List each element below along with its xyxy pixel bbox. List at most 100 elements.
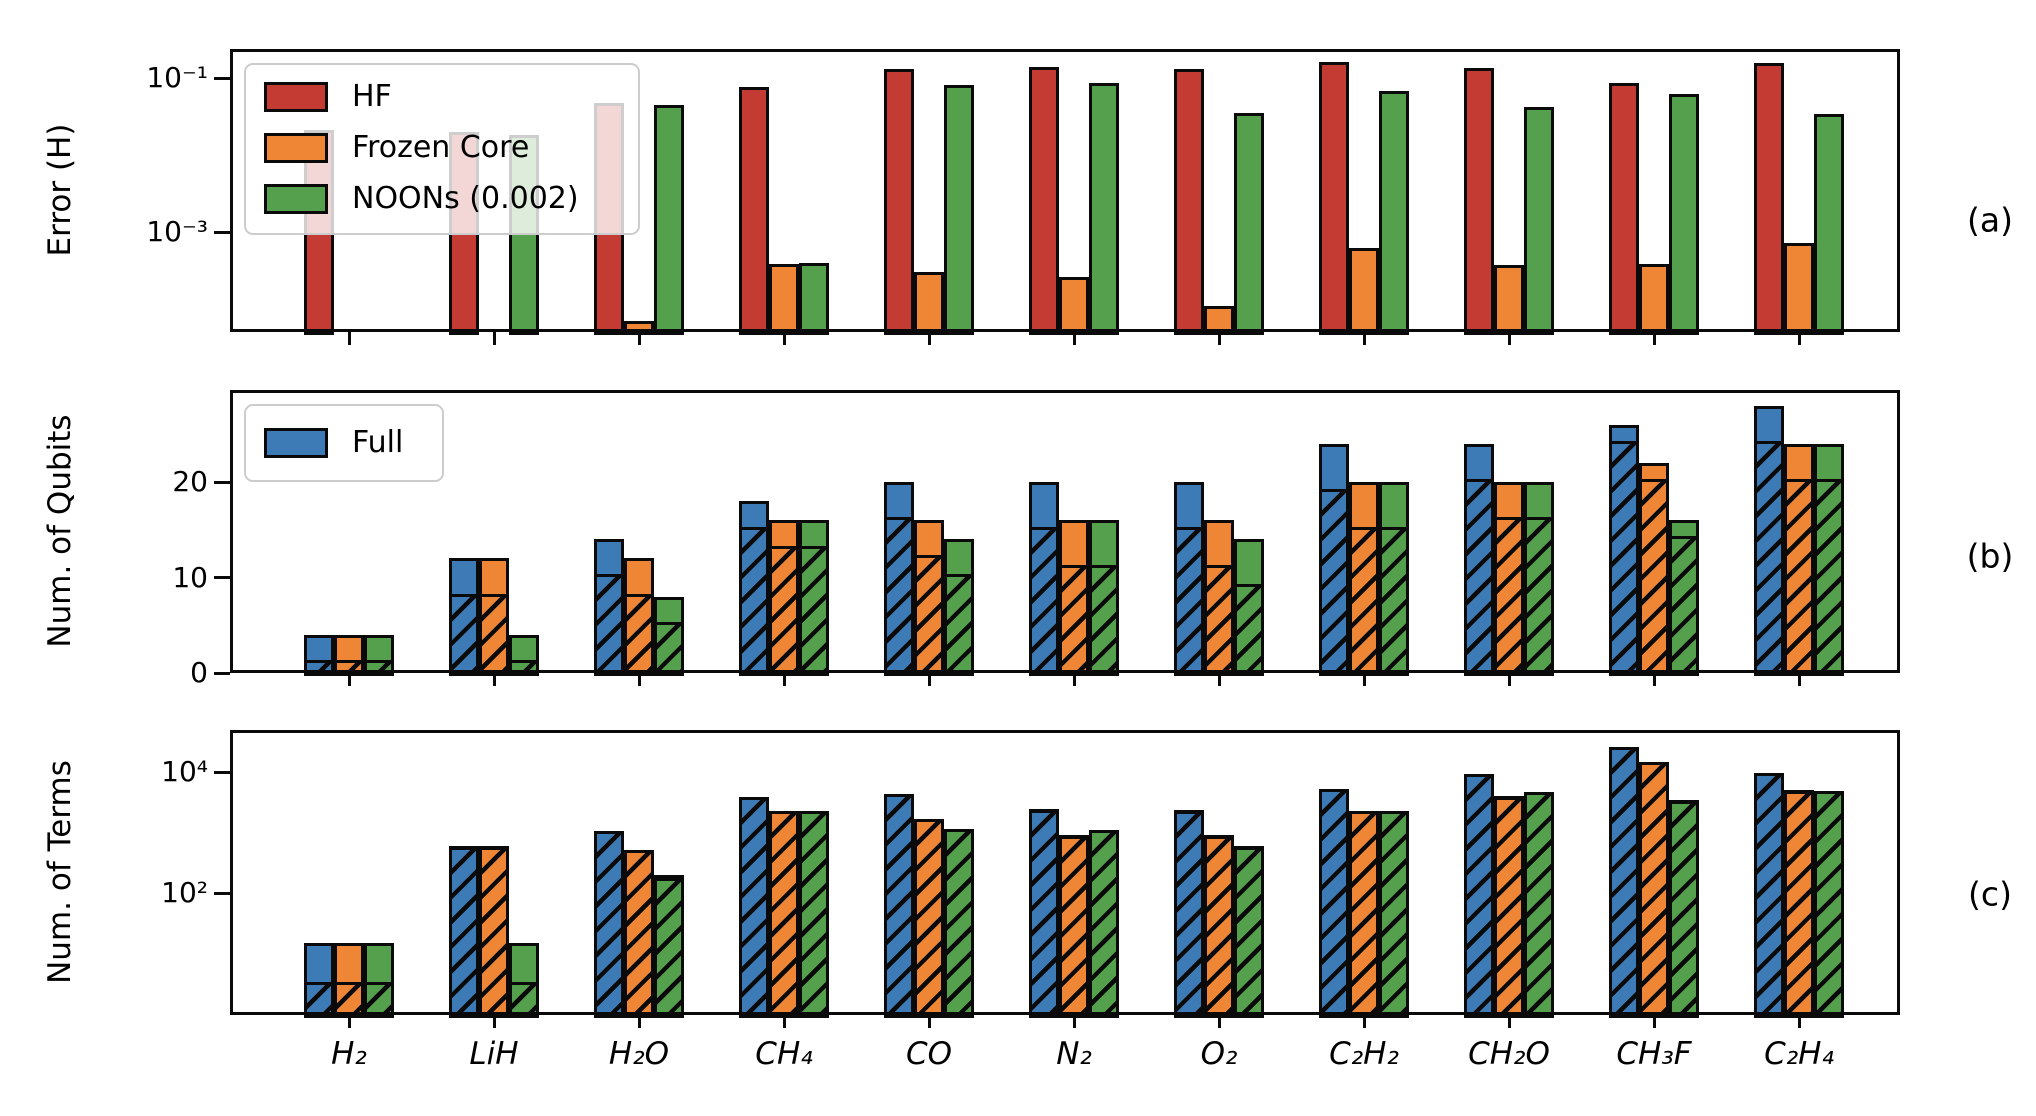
bar-c-full-0 <box>304 942 334 1018</box>
x-tick-c-6 <box>1217 1015 1221 1028</box>
bar-b-full-10 <box>1754 405 1784 676</box>
bar-hatched-segment <box>654 622 684 673</box>
bar-b-frozen-core-0 <box>334 634 364 676</box>
bar-c-frozen-core-6 <box>1204 835 1234 1018</box>
bar-b-noons-0-002--6 <box>1234 539 1264 676</box>
bar-a-hf-5 <box>1029 66 1059 335</box>
axis-label-error: Error (H) <box>42 123 78 257</box>
bar-hatched-segment <box>799 545 829 673</box>
bar-b-full-0 <box>304 634 334 676</box>
bar-hatched-segment <box>479 846 509 1015</box>
bar-hatched-segment <box>1754 440 1784 673</box>
bar-hatched-segment <box>739 796 769 1015</box>
bar-c-noons-0-002--7 <box>1379 810 1409 1018</box>
x-tick-b-7 <box>1362 673 1366 686</box>
bar-hatched-segment <box>334 660 364 673</box>
x-tick-b-1 <box>492 673 496 686</box>
bar-a-frozen-core-5 <box>1059 277 1089 335</box>
y-tick-b-0 <box>214 671 230 675</box>
x-tick-c-1 <box>492 1015 496 1028</box>
bar-a-frozen-core-4 <box>914 272 944 335</box>
bar-c-full-4 <box>884 793 914 1018</box>
bar-hatched-segment <box>1524 792 1554 1015</box>
bar-c-frozen-core-8 <box>1494 796 1524 1018</box>
bar-hatched-segment <box>1029 810 1059 1015</box>
bar-hatched-segment <box>654 877 684 1015</box>
bar-hatched-segment <box>884 517 914 673</box>
bar-b-full-8 <box>1464 443 1494 676</box>
x-tick-a-4 <box>927 332 931 345</box>
x-tick-b-5 <box>1072 673 1076 686</box>
bar-b-frozen-core-10 <box>1784 443 1814 676</box>
y-tick-label-c-0: 10⁴ <box>161 755 208 788</box>
bar-b-noons-0-002--4 <box>944 539 974 676</box>
category-label-3: CH₄ <box>755 1036 813 1072</box>
x-tick-c-4 <box>927 1015 931 1028</box>
bar-b-frozen-core-5 <box>1059 520 1089 676</box>
bar-c-noons-0-002--1 <box>509 942 539 1018</box>
bar-hatched-segment <box>1494 796 1524 1015</box>
bar-a-noons-0-002--5 <box>1089 82 1119 335</box>
bar-hatched-segment <box>1379 811 1409 1015</box>
bar-hatched-segment <box>1319 488 1349 673</box>
bar-a-hf-7 <box>1319 62 1349 335</box>
category-label-1: LiH <box>469 1036 519 1072</box>
bar-a-hf-4 <box>884 69 914 335</box>
bar-hatched-segment <box>1204 835 1234 1015</box>
y-tick-c-1 <box>214 891 230 895</box>
bar-a-frozen-core-3 <box>769 264 799 335</box>
bar-b-frozen-core-9 <box>1639 462 1669 676</box>
category-label-2: H₂O <box>608 1036 670 1072</box>
bar-hatched-segment <box>594 831 624 1015</box>
x-tick-a-5 <box>1072 332 1076 345</box>
frozen-core-swatch <box>264 133 328 163</box>
bar-b-frozen-core-2 <box>624 558 654 676</box>
y-tick-c-0 <box>214 770 230 774</box>
bar-hatched-segment <box>1029 526 1059 673</box>
bar-hatched-segment <box>884 793 914 1015</box>
x-tick-a-10 <box>1797 332 1801 345</box>
category-label-6: O₂ <box>1200 1036 1238 1072</box>
bar-hatched-segment <box>624 593 654 673</box>
bar-a-frozen-core-10 <box>1784 242 1814 335</box>
x-tick-c-0 <box>347 1015 351 1028</box>
bar-b-noons-0-002--9 <box>1669 520 1699 676</box>
legend-label-noons: NOONs (0.002) <box>352 181 579 216</box>
bar-b-frozen-core-6 <box>1204 520 1234 676</box>
bar-hatched-segment <box>1204 564 1234 673</box>
bar-hatched-segment <box>1059 835 1089 1015</box>
x-tick-b-8 <box>1507 673 1511 686</box>
bar-hatched-segment <box>1464 478 1494 673</box>
bar-hatched-segment <box>1669 800 1699 1015</box>
bar-b-frozen-core-7 <box>1349 482 1379 676</box>
x-tick-a-1 <box>492 332 496 345</box>
axis-label-terms: Num. of Terms <box>42 760 78 984</box>
category-label-8: CH₂O <box>1468 1036 1550 1072</box>
x-tick-b-4 <box>927 673 931 686</box>
x-tick-c-3 <box>782 1015 786 1028</box>
bar-c-frozen-core-10 <box>1784 790 1814 1018</box>
bar-b-noons-0-002--0 <box>364 634 394 676</box>
panel-letter-c: (c) <box>1968 874 2012 914</box>
x-tick-c-8 <box>1507 1015 1511 1028</box>
bar-b-noons-0-002--3 <box>799 520 829 676</box>
bar-c-noons-0-002--4 <box>944 828 974 1018</box>
bar-c-full-2 <box>594 831 624 1018</box>
category-label-0: H₂ <box>331 1036 367 1072</box>
x-tick-b-2 <box>637 673 641 686</box>
x-tick-c-7 <box>1362 1015 1366 1028</box>
x-tick-c-5 <box>1072 1015 1076 1028</box>
bar-hatched-segment <box>334 982 364 1015</box>
bar-hatched-segment <box>624 849 654 1015</box>
legend-label-frozen-core: Frozen Core <box>352 130 530 165</box>
bar-a-hf-8 <box>1464 67 1494 335</box>
bar-c-full-7 <box>1319 788 1349 1018</box>
bar-b-full-3 <box>739 501 769 676</box>
bar-c-full-10 <box>1754 772 1784 1018</box>
bar-b-noons-0-002--5 <box>1089 520 1119 676</box>
bar-a-hf-3 <box>739 86 769 335</box>
bar-hatched-segment <box>914 555 944 673</box>
bar-a-noons-0-002--4 <box>944 85 974 335</box>
bar-a-frozen-core-8 <box>1494 265 1524 335</box>
bar-b-noons-0-002--8 <box>1524 482 1554 676</box>
